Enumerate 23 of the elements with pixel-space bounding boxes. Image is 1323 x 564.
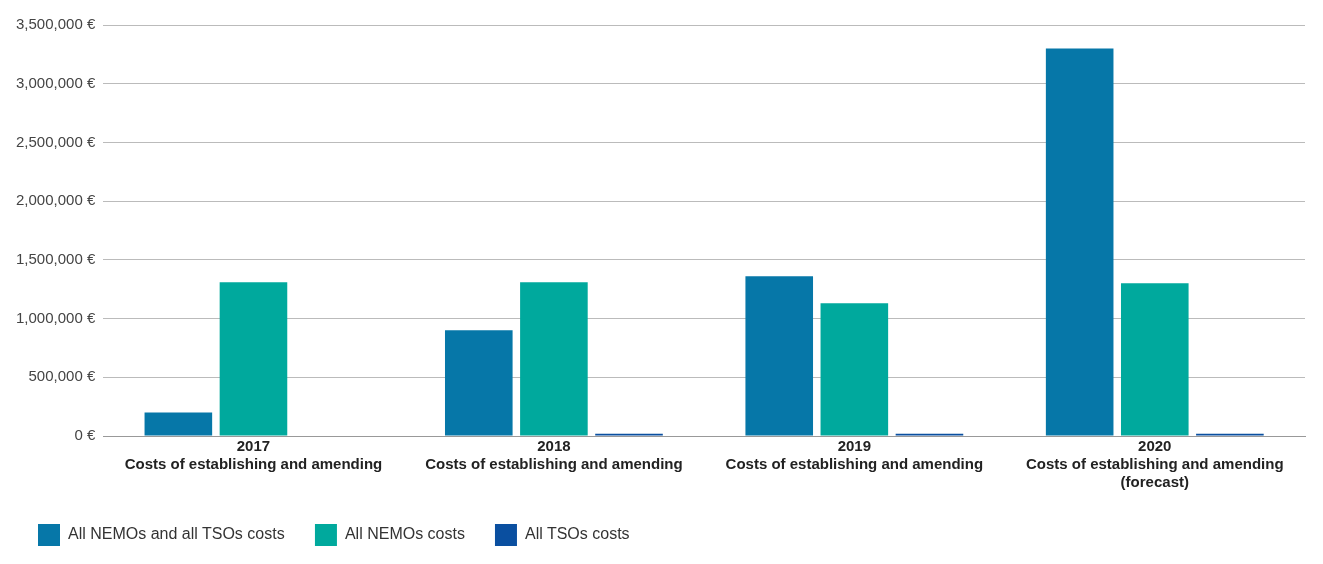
x-tick-label: 2019 Costs of establishing and amending [725, 437, 984, 473]
y-tick-label: 1,500,000 € [15, 250, 96, 267]
legend-label: All NEMOs and all TSOs costs [68, 525, 285, 543]
x-tick-label: 2020 Costs of establishing and amending (forecast) [1026, 437, 1284, 491]
bar [1045, 48, 1114, 436]
y-tick-label: 2,500,000 € [15, 132, 96, 150]
bar [520, 282, 588, 436]
bar [219, 282, 288, 436]
legend-label: All TSOs costs [524, 525, 630, 543]
bar [1120, 283, 1189, 436]
legend-label: All NEMOs costs [344, 525, 465, 543]
y-tick-label: 3,000,000 € [15, 73, 96, 91]
y-tick-label: 3,500,000 € [15, 15, 96, 33]
y-tick-label: 2,000,000 € [15, 191, 96, 209]
bar [745, 276, 814, 436]
bar [444, 330, 513, 436]
y-tick-label: 0 € [74, 426, 96, 444]
y-tick-label: 500,000 € [28, 367, 96, 385]
bar [820, 303, 889, 436]
y-tick-label: 1,000,000 € [15, 308, 96, 326]
bar [144, 412, 213, 436]
x-tick-label: 2017 Costs of establishing and amending [124, 437, 383, 473]
x-tick-label: 2018 Costs of establishing and amending [425, 437, 683, 473]
